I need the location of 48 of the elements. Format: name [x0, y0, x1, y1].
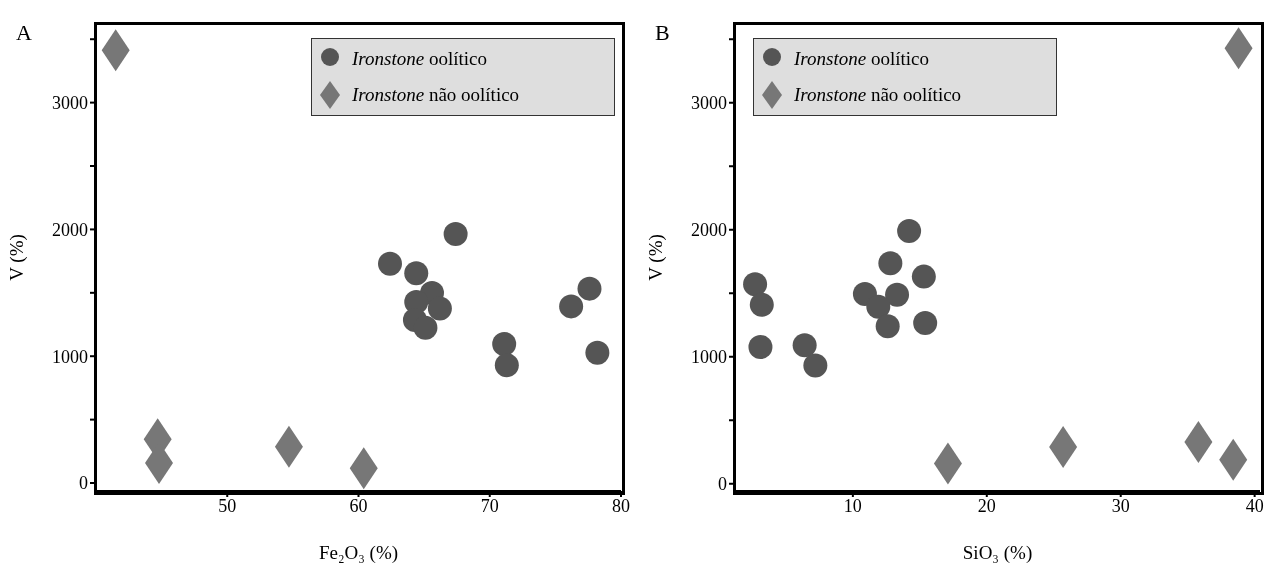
- legend-label: Ironstone não oolítico: [352, 84, 520, 106]
- y-axis-title: V (%): [5, 234, 28, 281]
- point: [749, 292, 774, 317]
- point: [897, 218, 922, 243]
- x-tick-label: 80: [612, 495, 630, 516]
- legend-label: Ironstone não oolítico: [794, 84, 962, 106]
- chart-title: B: [655, 20, 670, 46]
- point: [559, 294, 584, 319]
- x-tick-label: 50: [218, 495, 237, 516]
- point: [748, 334, 773, 359]
- x-tick-label: 30: [1111, 495, 1130, 516]
- y-tick-label: 0: [79, 473, 88, 494]
- x-tick-label: 20: [977, 495, 996, 516]
- point: [792, 333, 817, 358]
- y-tick-label: 3000: [691, 93, 727, 114]
- x-tick-label: 60: [349, 495, 368, 516]
- y-tick-label: 2000: [52, 219, 88, 240]
- point: [803, 353, 828, 378]
- point: [585, 340, 610, 365]
- point: [743, 272, 768, 297]
- point: [913, 310, 938, 335]
- x-axis-title: Fe₂O₃ (%): [318, 542, 399, 564]
- y-tick-label: 1000: [52, 346, 88, 367]
- x-tick-label: 40: [1245, 495, 1264, 516]
- legend-label: Ironstone oolítico: [352, 48, 487, 70]
- point: [494, 353, 519, 378]
- point: [878, 251, 903, 276]
- x-tick-label: 10: [843, 495, 862, 516]
- point: [413, 315, 438, 340]
- x-axis-title: SiO₃ (%): [962, 542, 1033, 564]
- x-tick-label: 70: [480, 495, 499, 516]
- point: [577, 276, 602, 301]
- y-axis-title: V (%): [644, 234, 667, 281]
- point: [427, 296, 452, 321]
- y-tick-label: 1000: [691, 347, 727, 368]
- point: [404, 261, 429, 286]
- point: [866, 294, 891, 319]
- point: [378, 251, 402, 276]
- point: [443, 222, 468, 247]
- point: [875, 314, 900, 339]
- y-tick-label: 0: [718, 474, 727, 495]
- point: [911, 264, 936, 289]
- point: [492, 331, 517, 356]
- chart-title: A: [16, 20, 32, 46]
- y-tick-label: 3000: [52, 93, 88, 114]
- legend-label: Ironstone oolítico: [794, 48, 929, 70]
- point: [885, 282, 910, 307]
- y-tick-label: 2000: [691, 220, 727, 241]
